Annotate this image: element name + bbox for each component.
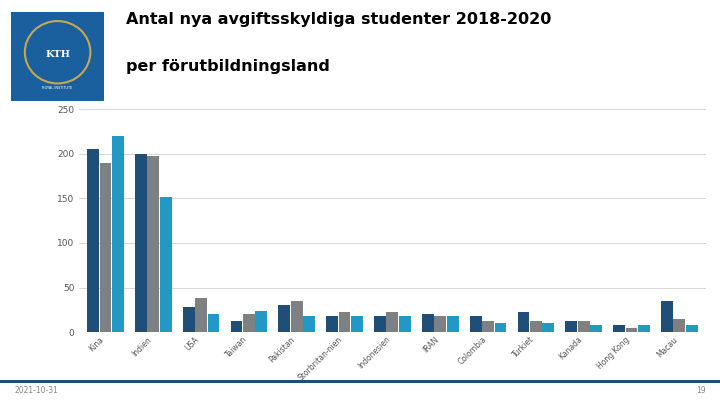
Bar (279, 305, 290, 332)
Bar (135, 154, 147, 332)
Bar (326, 316, 338, 332)
Bar (482, 322, 494, 332)
Bar (112, 136, 124, 332)
Bar (183, 307, 194, 332)
Text: ROYAL INSTITUTE: ROYAL INSTITUTE (42, 86, 73, 90)
Bar (374, 316, 386, 332)
Text: 19: 19 (696, 386, 706, 395)
Bar (626, 328, 637, 332)
Bar (434, 316, 446, 332)
Bar (256, 311, 267, 332)
Bar (518, 313, 529, 332)
Bar (422, 314, 433, 332)
Bar (87, 149, 99, 332)
Bar (148, 156, 159, 332)
Bar (160, 197, 171, 332)
Bar (446, 316, 459, 332)
Bar (577, 322, 590, 332)
Bar (686, 325, 698, 332)
Text: 2021-10-31: 2021-10-31 (14, 386, 58, 395)
Bar (291, 301, 302, 332)
Bar (99, 163, 112, 332)
Bar (469, 316, 482, 332)
Bar (338, 313, 351, 332)
Bar (590, 325, 602, 332)
Bar (207, 314, 220, 332)
Bar (195, 298, 207, 332)
Bar (542, 323, 554, 332)
Bar (565, 322, 577, 332)
Bar (638, 325, 650, 332)
Bar (530, 322, 541, 332)
Bar (399, 316, 410, 332)
Text: KTH: KTH (45, 50, 70, 60)
Bar (351, 316, 363, 332)
Bar (495, 323, 506, 332)
Text: Antal nya avgiftsskyldiga studenter 2018-2020: Antal nya avgiftsskyldiga studenter 2018… (126, 12, 552, 27)
Bar (387, 313, 398, 332)
Bar (661, 301, 672, 332)
Bar (673, 319, 685, 332)
Bar (613, 325, 625, 332)
Bar (230, 322, 243, 332)
Text: per förutbildningsland: per förutbildningsland (126, 59, 330, 74)
Bar (303, 316, 315, 332)
Bar (243, 314, 255, 332)
